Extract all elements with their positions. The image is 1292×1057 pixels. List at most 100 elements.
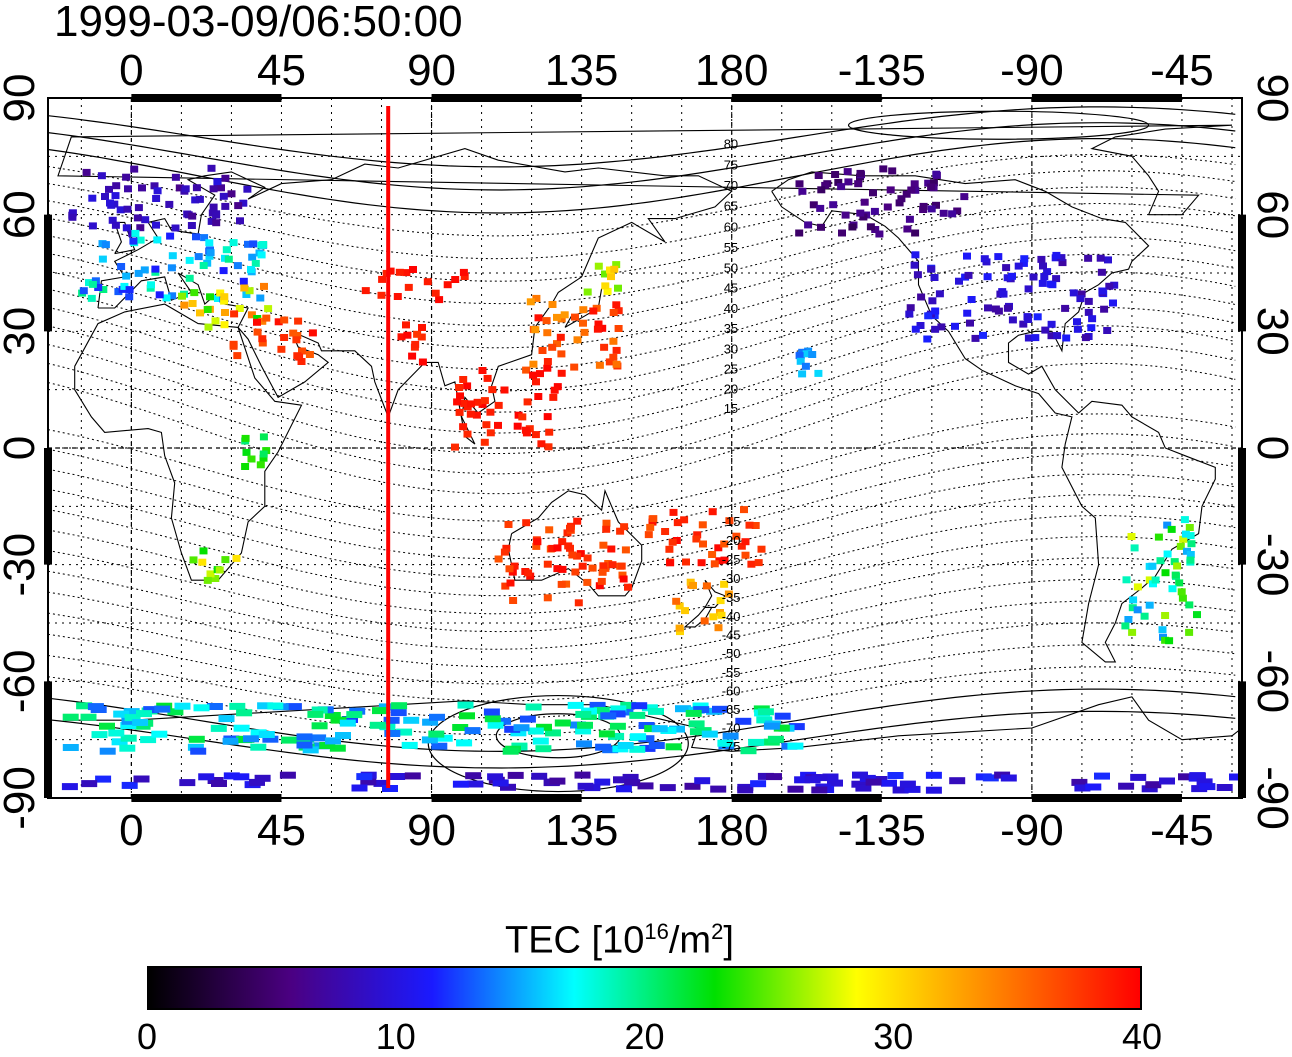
tec-cell [510,562,519,570]
tec-cell [982,774,999,782]
tec-cell [802,350,811,358]
tec-cell [232,554,241,562]
tec-cell [501,582,510,590]
tec-cell [798,187,807,195]
contour-line [47,138,1236,214]
tec-cell [403,331,412,339]
tec-cell [478,400,487,408]
tec-cell [152,221,160,229]
tec-cell [1165,637,1174,645]
tec-cell [608,561,617,569]
tec-cell [122,173,131,181]
tec-cell [910,261,919,269]
tec-cell [504,521,513,528]
tec-cell [482,421,491,429]
tec-cell [544,443,553,451]
tec-cell [421,736,438,744]
tec-cell [1077,290,1086,298]
tec-cell [685,709,702,717]
tec-cell [195,195,204,203]
tec-cell [525,703,542,711]
tec-cell [147,281,155,289]
tec-cell [935,290,944,298]
tec-cell [558,565,567,573]
tec-cell [1061,304,1070,312]
contour-line [47,557,1236,650]
contour-line [47,433,1236,541]
tec-cell [1229,773,1245,781]
tec-cell [716,597,725,605]
tec-cell [774,712,791,720]
tec-cells [61,164,1245,794]
tec-cell [822,773,839,781]
tec-cell [1084,308,1093,316]
tec-cell [1154,533,1163,541]
tec-cell [906,304,915,312]
tec-cell [168,292,177,300]
tec-cell [1189,772,1206,780]
tec-cell [463,430,472,438]
coastline [97,148,733,445]
tec-cell [505,565,514,573]
tec-cell [97,172,106,180]
tec-cell [143,706,160,714]
tec-cell [206,249,215,257]
tec-cell [1071,778,1088,786]
tec-cell [886,186,895,194]
tec-cell [494,555,503,563]
tec-cell [219,267,228,275]
tec-cell [453,398,462,406]
tec-cell [259,450,268,458]
tec-cell [82,168,91,176]
tec-cell [875,230,884,238]
tec-cell [575,727,592,735]
tec-cell [837,183,846,191]
tec-cell [351,784,368,792]
tec-cell [1129,596,1138,604]
tec-cell [153,187,162,195]
tec-cell [267,702,284,710]
tec-cell [557,315,566,323]
y-tick-label-left: -90 [0,766,44,830]
tec-cell [609,337,618,345]
tec-cell [750,780,767,788]
tec-cell [166,232,175,240]
tec-cell [545,428,554,436]
tec-cell [583,578,592,586]
tec-cell [411,340,420,348]
contour-label: 30 [724,341,738,356]
tec-cell [854,180,863,188]
tec-cell [506,579,515,587]
tec-cell [804,776,821,784]
tec-cell [583,554,592,562]
tec-cell [1145,576,1154,584]
tec-cell [105,185,113,193]
tec-cell [580,328,589,336]
tec-cell [114,288,123,296]
tec-cell [88,194,97,202]
tec-cell [280,334,289,341]
y-axis-right: 90 60 30 0 -30 -60 -90 [1248,74,1292,830]
tec-cell [911,229,920,237]
tec-cell [1098,287,1107,295]
tec-cell [939,209,948,217]
tec-cell [212,219,221,227]
tec-cell [855,784,872,792]
tec-cell [120,734,137,742]
tec-cell [798,370,807,378]
tec-cell [180,301,189,309]
y-tick-label-left: -30 [0,533,44,597]
tec-cell [669,725,685,733]
tec-cell [751,522,760,529]
tec-cell [214,295,222,302]
tec-cell [593,325,602,333]
tec-cell [402,269,411,277]
tec-cell [111,192,120,200]
tec-cell [223,772,240,780]
tec-cell [257,251,266,259]
x-tick-label-bottom: -135 [838,806,926,855]
tec-cell [218,715,235,723]
tec-cell [153,236,162,244]
tec-cell [856,169,865,177]
tec-cell [302,746,319,754]
